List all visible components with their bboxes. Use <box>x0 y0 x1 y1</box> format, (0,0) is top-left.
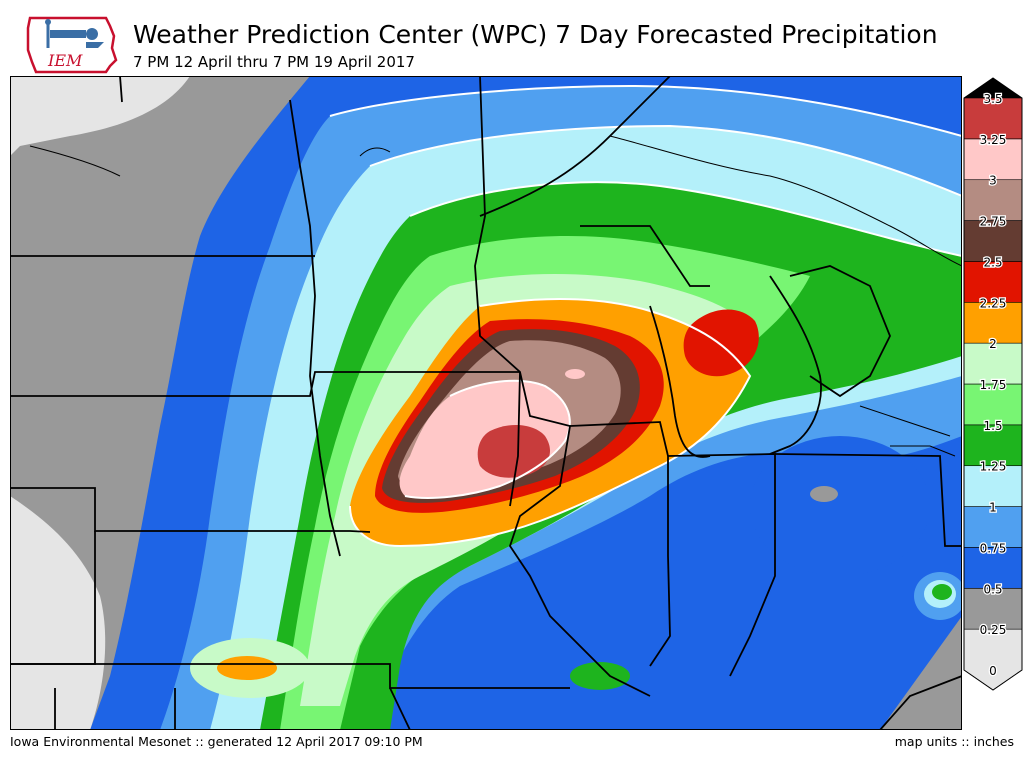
footer-units: map units :: inches <box>894 734 1014 749</box>
legend-band-2_5 <box>963 220 1023 262</box>
legend-label: 2 <box>989 337 997 351</box>
legend-label: 0.25 <box>980 623 1007 637</box>
legend-band-1_75 <box>963 342 1023 385</box>
contour-0_5-ohio <box>750 436 930 576</box>
contour-2-sw <box>217 656 277 680</box>
legend-label: 0.75 <box>980 541 1007 555</box>
legend-band-2_75 <box>963 179 1023 221</box>
logo-text: IEM <box>47 51 83 70</box>
contour-0_25-east <box>880 616 962 730</box>
legend-label: 1.5 <box>983 419 1002 433</box>
legend-label: 3.25 <box>980 133 1007 147</box>
legend-label: 1 <box>989 501 997 515</box>
contour-3_25 <box>477 424 550 478</box>
legend-label: 3.5 <box>983 92 1002 106</box>
legend-band-3_25 <box>963 97 1023 140</box>
legend-label: 2.75 <box>980 215 1007 229</box>
legend-label: 1.75 <box>980 378 1007 392</box>
legend-band-1 <box>963 465 1023 507</box>
legend-band-1_5 <box>963 383 1023 426</box>
footer-source: Iowa Environmental Mesonet :: generated … <box>10 734 423 749</box>
contour-0_25-ohio <box>810 486 838 502</box>
contour-2_25-michigan <box>683 309 759 377</box>
contour-1_25-south <box>570 662 630 690</box>
contour-1_25-se <box>932 584 952 600</box>
iem-logo-icon: IEM <box>26 16 118 74</box>
legend-band-2_25 <box>963 261 1023 303</box>
legend-label: 2.25 <box>980 296 1007 310</box>
precipitation-colorbar: 0 0.25 0.5 0.75 1 1.25 1.5 1.75 2 2.25 2.5 2.75 3 3.2… <box>963 77 1023 691</box>
page-subtitle: 7 PM 12 April thru 7 PM 19 April 2017 <box>133 53 415 71</box>
legend-label: 0.5 <box>983 582 1002 596</box>
legend-band-2 <box>963 301 1023 344</box>
legend-band-0 <box>963 628 1023 691</box>
contour-0-southwest <box>10 496 106 730</box>
precipitation-map <box>10 76 962 730</box>
legend-label: 0 <box>989 664 997 678</box>
contour-3-spot <box>565 369 585 379</box>
page-title: Weather Prediction Center (WPC) 7 Day Fo… <box>133 20 938 49</box>
legend-label: 3 <box>989 174 997 188</box>
legend-label: 2.5 <box>983 255 1002 269</box>
contour-0_25-west <box>10 76 310 730</box>
contour-0-west <box>10 76 190 156</box>
legend-band-1_25 <box>963 424 1023 467</box>
legend-band-3_5 <box>964 78 1022 98</box>
legend-label: 1.25 <box>980 460 1007 474</box>
